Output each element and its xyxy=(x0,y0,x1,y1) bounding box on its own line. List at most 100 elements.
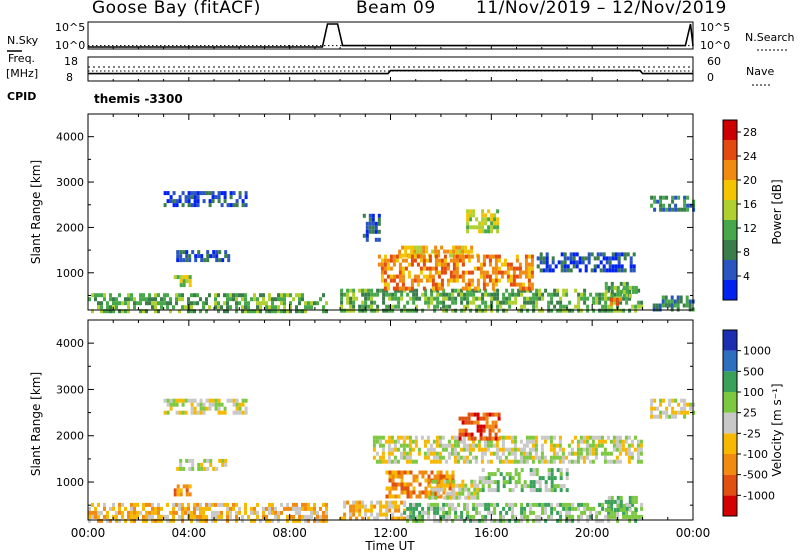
scatter-cell xyxy=(466,510,470,515)
scatter-cell xyxy=(547,468,551,473)
scatter-cell xyxy=(469,292,473,297)
scatter-cell xyxy=(172,203,176,208)
scatter-cell xyxy=(224,458,228,463)
scatter-cell xyxy=(434,245,438,250)
scatter-cell xyxy=(429,459,433,464)
scatter-cell xyxy=(484,300,488,305)
scatter-cell xyxy=(607,507,611,512)
scatter-cell xyxy=(488,428,492,433)
scatter-cell xyxy=(398,266,402,271)
scatter-cell xyxy=(437,262,441,267)
scatter-cell xyxy=(298,510,301,515)
scatter-cell xyxy=(511,510,515,515)
scatter-cell xyxy=(538,518,542,523)
scatter-cell xyxy=(427,304,431,309)
scatter-cell xyxy=(473,412,477,417)
scatter-cell xyxy=(401,270,405,275)
scatter-cell xyxy=(455,249,459,254)
scatter-cell xyxy=(544,488,548,493)
scatter-cell xyxy=(391,296,395,301)
power-ylabel: Slant Range [km] xyxy=(29,160,43,264)
scatter-cell xyxy=(479,424,483,429)
scatter-cell xyxy=(472,288,476,293)
scatter-cell xyxy=(394,504,398,509)
scatter-cell xyxy=(480,451,484,456)
scatter-cell xyxy=(553,476,557,481)
scatter-cell xyxy=(601,502,605,507)
scatter-cell xyxy=(414,435,418,440)
scatter-cell xyxy=(193,502,196,507)
scatter-cell xyxy=(534,443,538,448)
scatter-cell xyxy=(470,420,474,425)
scatter-cell xyxy=(133,297,136,302)
scatter-cell xyxy=(615,455,619,460)
scatter-cell xyxy=(217,199,221,204)
scatter-cell xyxy=(466,225,470,230)
scatter-cell xyxy=(483,443,487,448)
scatter-cell xyxy=(619,499,623,504)
scatter-cell xyxy=(494,274,498,279)
scatter-cell xyxy=(274,297,277,302)
scatter-cell xyxy=(224,462,228,467)
cpid-value: themis -3300 xyxy=(94,92,183,106)
scatter-cell xyxy=(397,508,401,513)
scatter-cell xyxy=(475,502,479,507)
scatter-cell xyxy=(385,292,389,297)
scatter-cell xyxy=(386,282,390,287)
scatter-cell xyxy=(403,470,407,475)
scatter-cell xyxy=(399,435,403,440)
scatter-cell xyxy=(106,309,109,314)
scatter-cell xyxy=(325,502,328,507)
scatter-cell xyxy=(400,470,404,475)
scatter-cell xyxy=(142,518,145,523)
scatter-cell xyxy=(552,443,556,448)
scatter-cell xyxy=(403,508,407,513)
scatter-cell xyxy=(475,296,479,301)
scatter-cell xyxy=(487,480,491,485)
scatter-cell xyxy=(610,289,614,294)
scatter-cell xyxy=(534,435,538,440)
scatter-cell xyxy=(157,502,160,507)
scatter-cell xyxy=(419,245,423,250)
scatter-cell xyxy=(415,474,419,479)
scatter-cell xyxy=(442,308,446,313)
scatter-cell xyxy=(241,293,244,298)
scatter-cell xyxy=(458,487,462,492)
scatter-cell xyxy=(211,195,215,200)
scatter-cell xyxy=(508,472,512,477)
scatter-cell xyxy=(502,518,506,523)
scatter-cell xyxy=(497,428,501,433)
scatter-cell xyxy=(148,510,151,515)
y-tick-label: 3000 xyxy=(56,176,84,189)
scatter-cell xyxy=(426,439,430,444)
scatter-cell xyxy=(224,254,228,259)
scatter-cell xyxy=(435,443,439,448)
scatter-cell xyxy=(680,207,684,212)
scatter-cell xyxy=(588,451,592,456)
scatter-cell xyxy=(511,476,515,481)
scatter-cell xyxy=(609,459,613,464)
scatter-cell xyxy=(430,296,434,301)
power-colorbar-tick-label: 4 xyxy=(743,270,750,283)
scatter-cell xyxy=(618,447,622,452)
scatter-cell xyxy=(410,258,414,263)
scatter-cell xyxy=(487,217,491,222)
scatter-cell xyxy=(615,439,619,444)
scatter-cell xyxy=(664,295,668,300)
scatter-cell xyxy=(154,309,157,314)
scatter-cell xyxy=(187,199,191,204)
nsky-tick-top: 10^5 xyxy=(55,21,85,34)
scatter-cell xyxy=(447,443,451,448)
scatter-cell xyxy=(616,503,620,508)
scatter-cell xyxy=(556,510,560,515)
scatter-cell xyxy=(415,478,419,483)
scatter-cell xyxy=(283,506,286,511)
scatter-cell xyxy=(461,270,465,275)
scatter-cell xyxy=(385,308,389,313)
scatter-cell xyxy=(490,213,494,218)
scatter-cell xyxy=(628,507,632,512)
scatter-cell xyxy=(674,195,678,200)
scatter-cell xyxy=(226,293,229,298)
scatter-cell xyxy=(419,278,423,283)
scatter-cell xyxy=(382,308,386,313)
